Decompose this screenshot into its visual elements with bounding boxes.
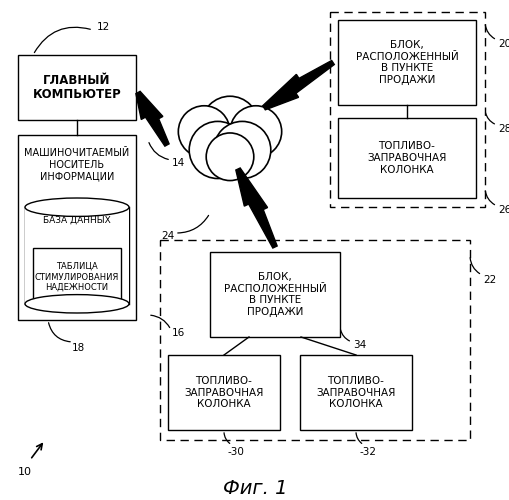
Text: 12: 12 <box>96 22 109 32</box>
Text: Фиг. 1: Фиг. 1 <box>222 478 287 498</box>
Text: 24: 24 <box>161 231 174 241</box>
Text: БАЗА ДАННЫХ: БАЗА ДАННЫХ <box>43 216 110 224</box>
Text: 26: 26 <box>497 205 509 215</box>
Text: ГЛАВНЫЙ
КОМПЬЮТЕР: ГЛАВНЫЙ КОМПЬЮТЕР <box>33 74 121 102</box>
Bar <box>160 240 469 440</box>
Bar <box>329 12 484 207</box>
Text: 16: 16 <box>171 328 184 338</box>
Text: ТОПЛИВО-
ЗАПРАВОЧНАЯ
КОЛОНКА: ТОПЛИВО- ЗАПРАВОЧНАЯ КОЛОНКА <box>316 376 395 409</box>
Ellipse shape <box>25 294 129 313</box>
Bar <box>18 135 136 320</box>
Text: 34: 34 <box>353 340 366 350</box>
Bar <box>299 355 411 430</box>
Text: БЛОК,
РАСПОЛОЖЕННЫЙ
В ПУНКТЕ
ПРОДАЖИ: БЛОК, РАСПОЛОЖЕННЫЙ В ПУНКТЕ ПРОДАЖИ <box>223 272 326 317</box>
Text: ТОПЛИВО-
ЗАПРАВОЧНАЯ
КОЛОНКА: ТОПЛИВО- ЗАПРАВОЧНАЯ КОЛОНКА <box>184 376 263 409</box>
Text: ТОПЛИВО-
ЗАПРАВОЧНАЯ
КОЛОНКА: ТОПЛИВО- ЗАПРАВОЧНАЯ КОЛОНКА <box>366 142 446 174</box>
Text: МАШИНОЧИТАЕМЫЙ
НОСИТЕЛЬ
ИНФОРМАЦИИ: МАШИНОЧИТАЕМЫЙ НОСИТЕЛЬ ИНФОРМАЦИИ <box>24 148 129 182</box>
Bar <box>18 55 136 120</box>
Polygon shape <box>235 168 276 248</box>
Text: 14: 14 <box>171 158 184 168</box>
Text: 22: 22 <box>483 275 496 285</box>
Text: -30: -30 <box>227 447 244 457</box>
Bar <box>33 248 121 306</box>
Polygon shape <box>135 92 169 146</box>
Text: СЕТЬ: СЕТЬ <box>211 128 248 142</box>
Text: 28: 28 <box>497 124 509 134</box>
Bar <box>210 252 340 337</box>
Bar <box>337 118 475 198</box>
Bar <box>25 207 129 304</box>
Text: 18: 18 <box>71 343 84 353</box>
Ellipse shape <box>25 198 129 216</box>
Text: БЛОК,
РАСПОЛОЖЕННЫЙ
В ПУНКТЕ
ПРОДАЖИ: БЛОК, РАСПОЛОЖЕННЫЙ В ПУНКТЕ ПРОДАЖИ <box>355 40 458 85</box>
Bar <box>337 20 475 105</box>
Text: 10: 10 <box>18 467 32 477</box>
Bar <box>167 355 279 430</box>
Text: ТАБЛИЦА
СТИМУЛИРОВАНИЯ
НАДЕЖНОСТИ: ТАБЛИЦА СТИМУЛИРОВАНИЯ НАДЕЖНОСТИ <box>35 262 119 292</box>
Text: -32: -32 <box>359 447 376 457</box>
Text: 20: 20 <box>497 39 509 49</box>
Polygon shape <box>262 60 334 110</box>
